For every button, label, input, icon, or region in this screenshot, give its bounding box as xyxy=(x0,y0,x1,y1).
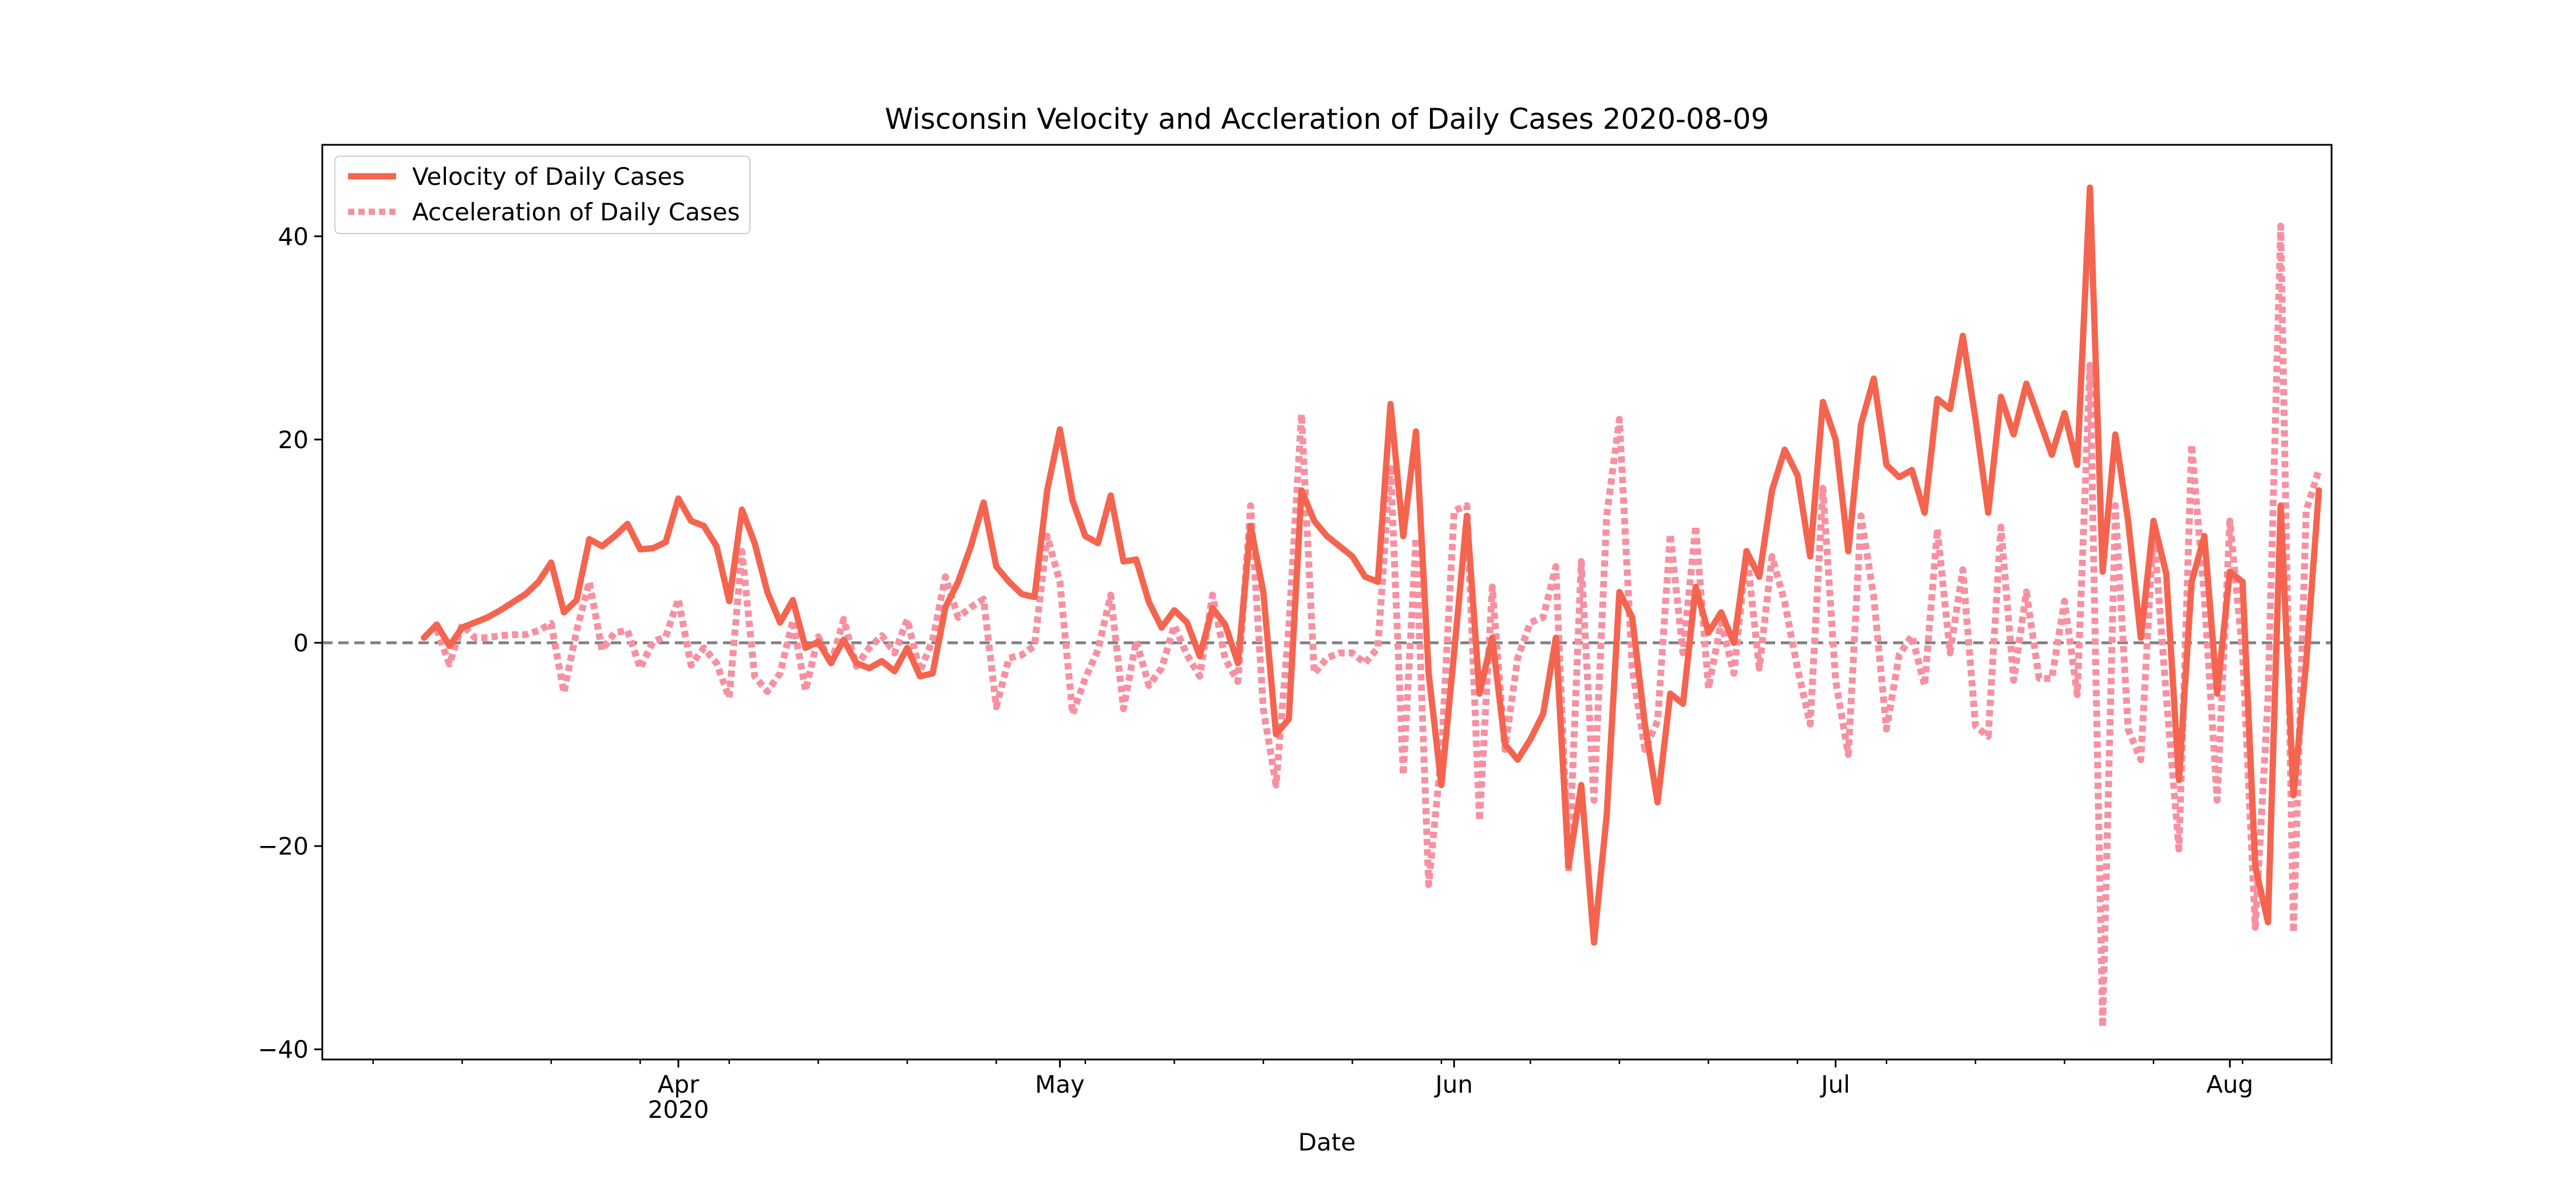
x-tick-label: May xyxy=(1035,1070,1085,1098)
y-tick-label: −40 xyxy=(258,1035,309,1063)
x-tick-sublabel: 2020 xyxy=(648,1096,709,1124)
chart-title: Wisconsin Velocity and Accleration of Da… xyxy=(885,102,1769,136)
x-tick-label: Apr xyxy=(658,1070,700,1098)
x-tick-label: Jul xyxy=(1819,1070,1850,1098)
y-tick-label: 0 xyxy=(293,629,309,657)
x-tick-label: Jun xyxy=(1433,1070,1473,1098)
x-axis-label: Date xyxy=(1298,1128,1356,1156)
legend-label-acceleration: Acceleration of Daily Cases xyxy=(412,198,740,226)
legend-box xyxy=(334,156,750,234)
y-tick-label: 40 xyxy=(278,223,309,251)
series-group xyxy=(421,184,2322,1031)
y-tick-label: −20 xyxy=(258,832,309,860)
legend: Velocity of Daily Cases Acceleration of … xyxy=(334,156,750,234)
legend-label-velocity: Velocity of Daily Cases xyxy=(412,163,685,191)
series-line-acceleration xyxy=(433,223,2322,1031)
series-line-velocity xyxy=(421,184,2322,946)
x-tick-label: Aug xyxy=(2206,1070,2253,1098)
y-tick-label: 20 xyxy=(278,426,309,454)
y-axis: 40 20 0 −20 −40 xyxy=(258,223,322,1063)
plot-area-frame xyxy=(321,144,2333,1061)
